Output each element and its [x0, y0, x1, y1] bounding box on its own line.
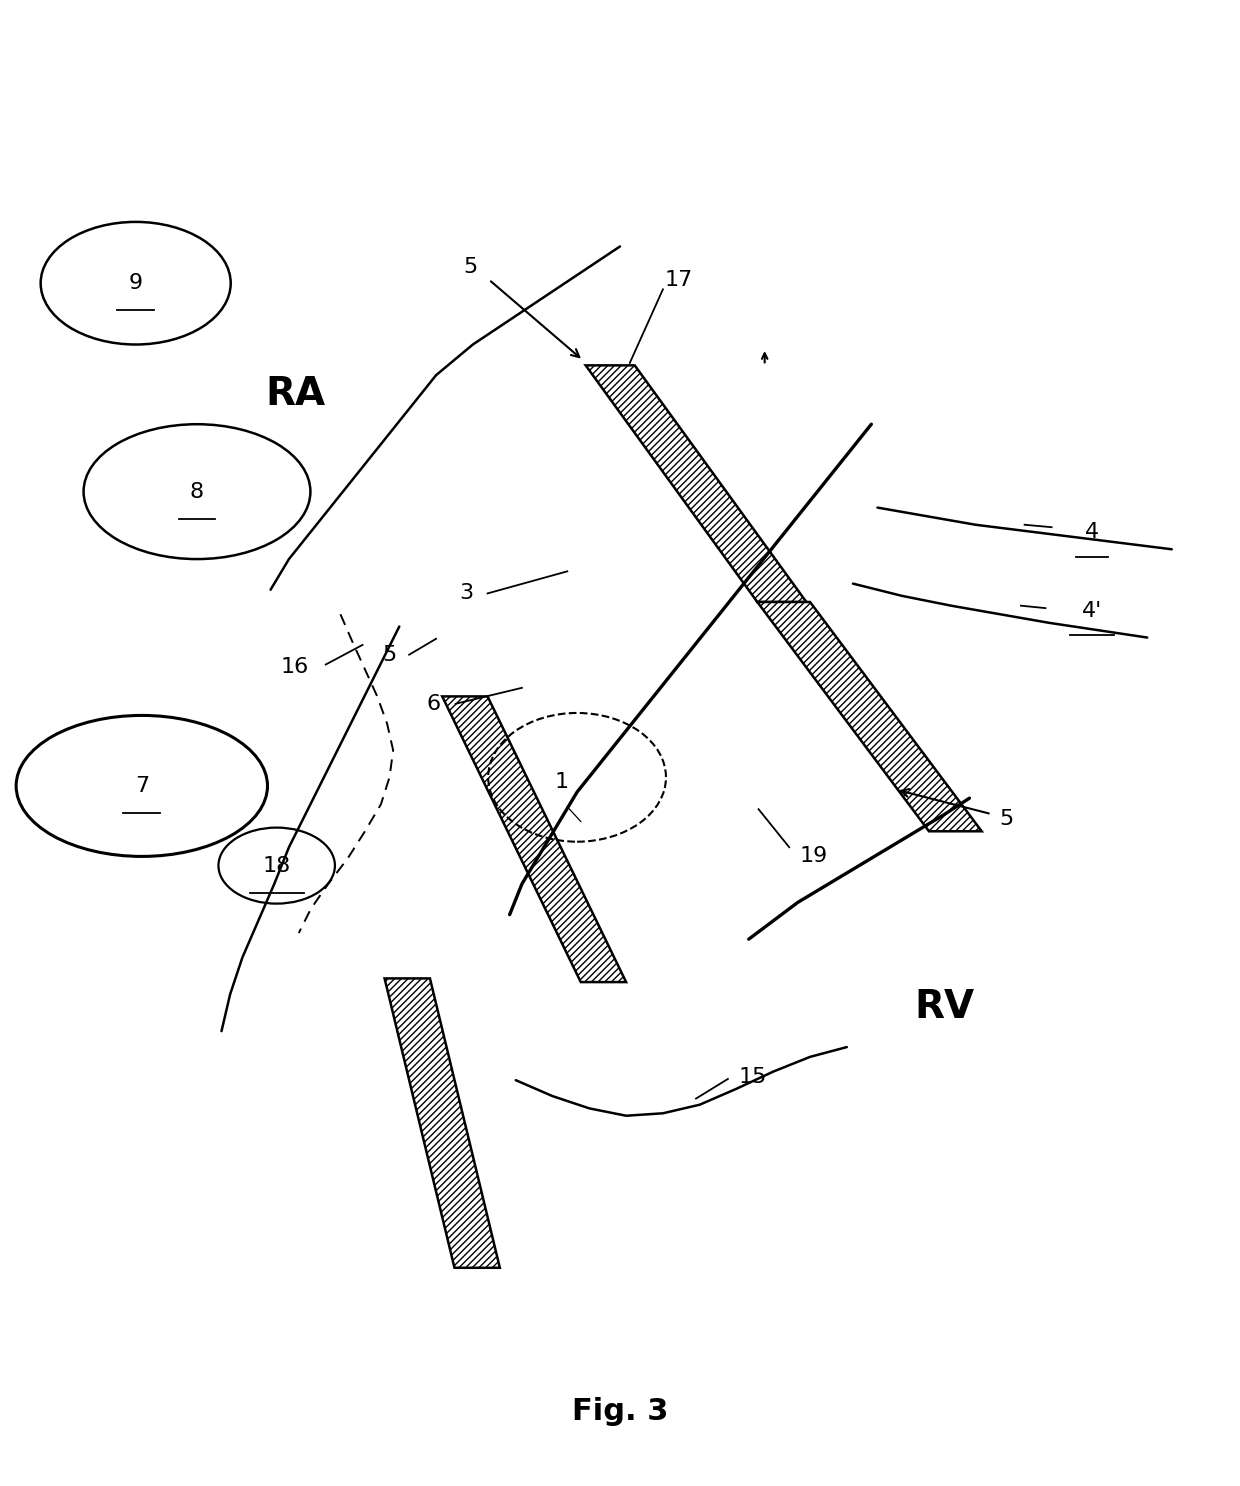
Text: RV: RV	[915, 988, 975, 1025]
Text: 4': 4'	[1083, 600, 1102, 621]
Text: 6: 6	[427, 694, 440, 713]
Text: 7: 7	[135, 776, 149, 796]
Polygon shape	[585, 366, 806, 602]
Text: RA: RA	[265, 374, 325, 413]
Text: 19: 19	[800, 846, 828, 866]
Text: Fig. 3: Fig. 3	[572, 1397, 668, 1425]
Text: 17: 17	[665, 269, 693, 290]
Text: 8: 8	[190, 481, 205, 502]
Text: 5: 5	[382, 645, 397, 664]
Polygon shape	[758, 602, 982, 831]
Polygon shape	[443, 697, 626, 982]
Text: 4: 4	[1085, 522, 1099, 542]
Text: 5: 5	[999, 808, 1013, 829]
Text: 16: 16	[281, 657, 309, 678]
Text: 3: 3	[460, 584, 474, 603]
Text: 5: 5	[464, 257, 477, 278]
Text: 1: 1	[554, 773, 568, 792]
Text: 9: 9	[129, 273, 143, 293]
Text: 18: 18	[263, 856, 291, 875]
Polygon shape	[384, 978, 500, 1268]
Text: 15: 15	[738, 1067, 766, 1086]
